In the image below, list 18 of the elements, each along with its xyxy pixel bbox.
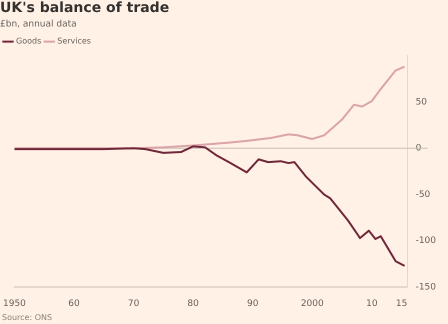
chart-title: UK's balance of trade	[0, 0, 170, 16]
y-tick-label: -100	[416, 236, 436, 246]
y-tick-label: -50	[416, 190, 431, 200]
y-tick-label: 50	[416, 97, 428, 108]
x-tick-label: 10	[366, 298, 378, 309]
x-tick-label: 15	[396, 298, 408, 309]
x-tick-label: 70	[128, 298, 140, 309]
x-tick-label: 80	[187, 298, 200, 309]
source-note: Source: ONS	[2, 313, 52, 322]
x-tick-label: 90	[246, 298, 259, 309]
x-tick-label: 60	[68, 298, 80, 309]
y-tick-label: 0	[416, 144, 422, 154]
chart-subtitle: £bn, annual data	[0, 20, 77, 30]
x-tick-label: 2000	[300, 298, 324, 309]
legend-label: Services	[57, 36, 91, 46]
y-tick-label: -150	[416, 282, 436, 293]
x-tick-label: 1950	[3, 298, 26, 309]
legend-label: Goods	[16, 36, 42, 46]
